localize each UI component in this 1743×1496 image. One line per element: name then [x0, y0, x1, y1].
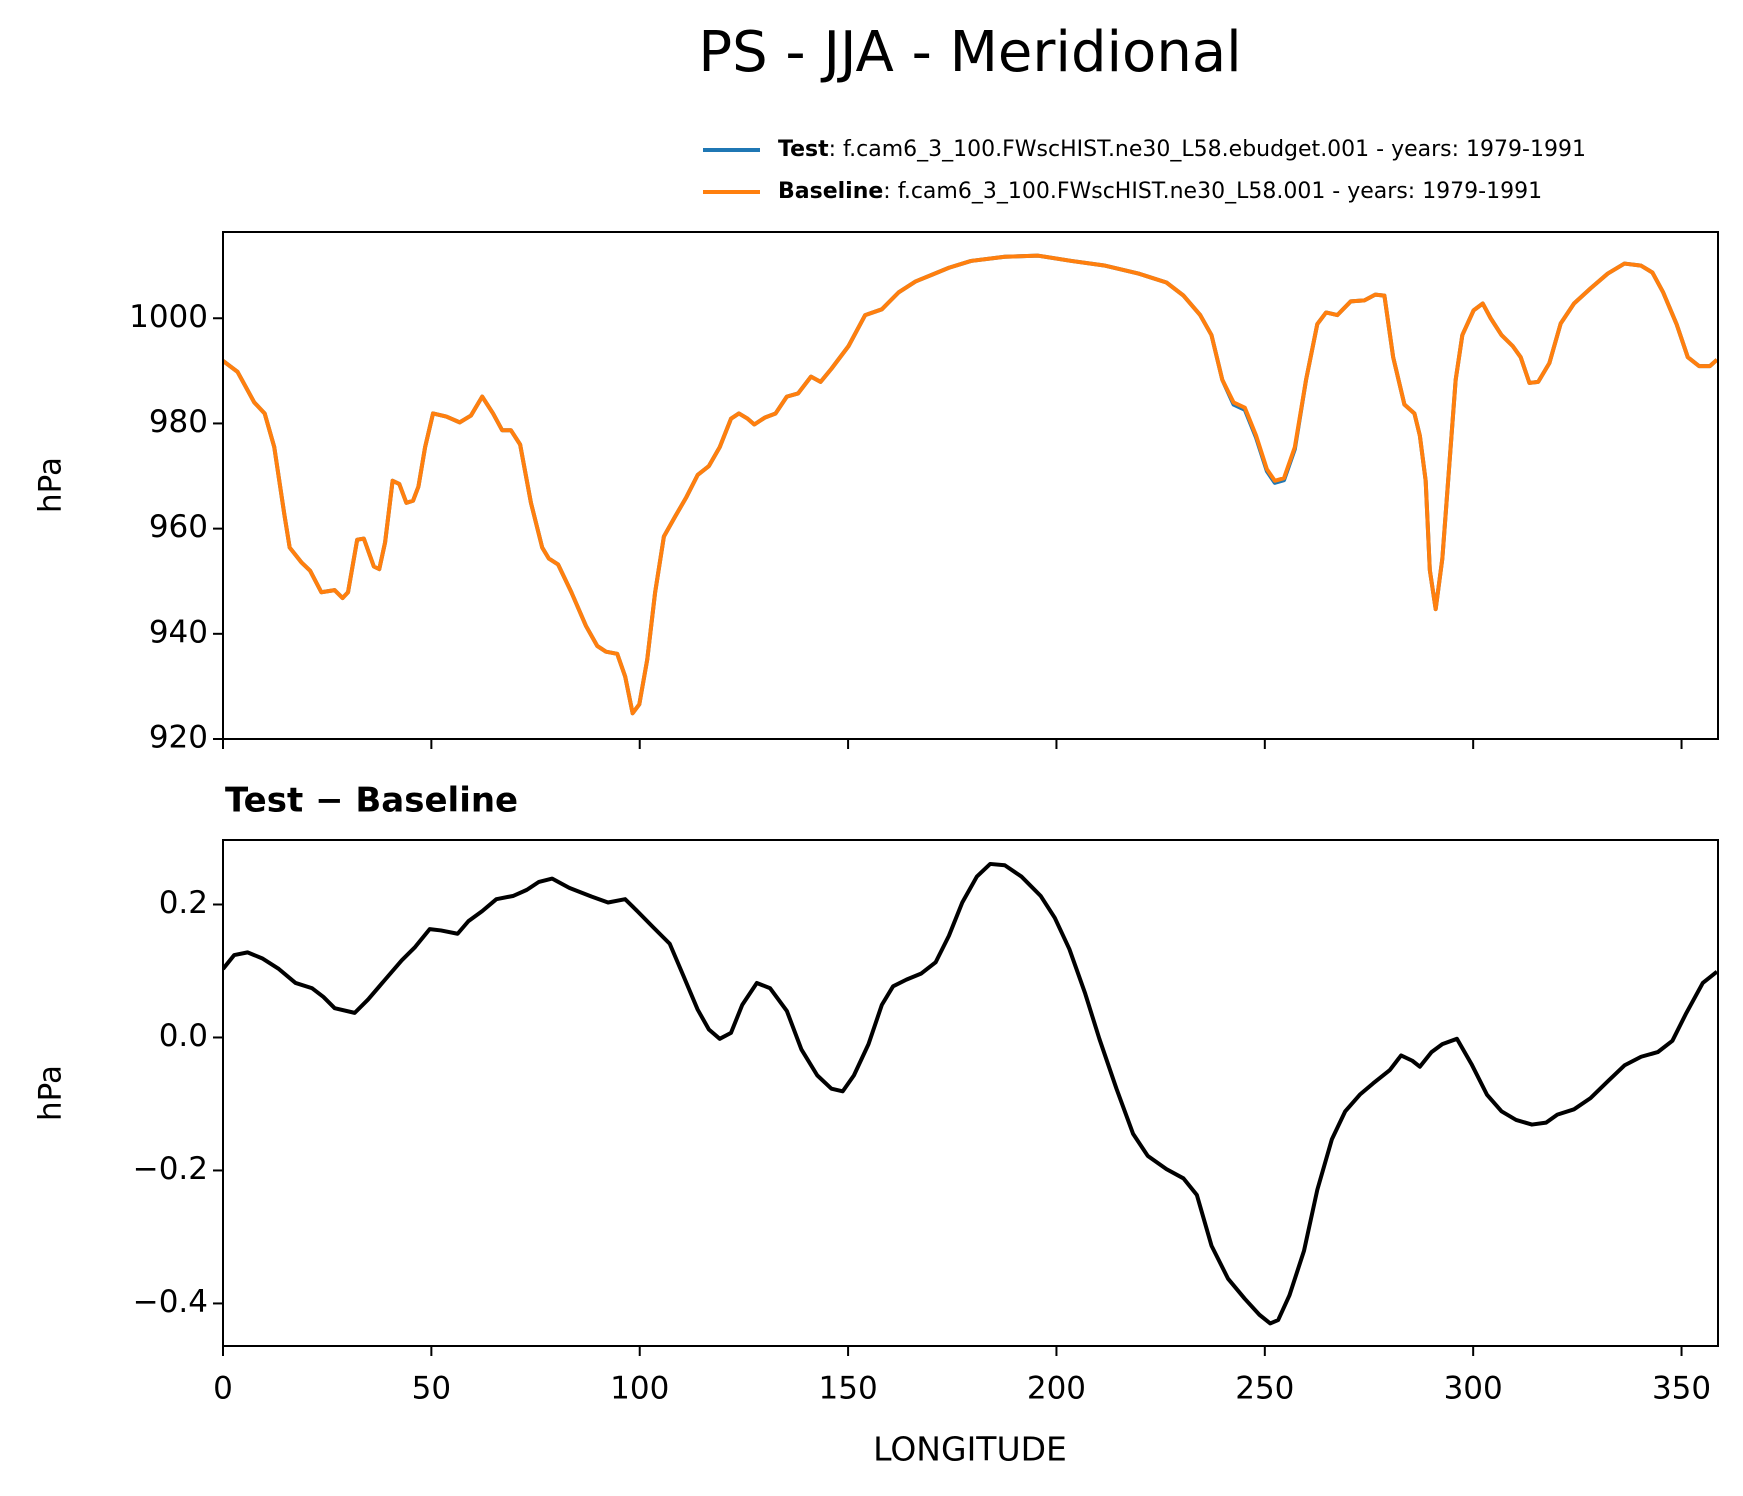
- x-tick-label: 300: [1444, 1371, 1503, 1407]
- legend-description: : f.cam6_3_100.FWscHIST.ne30_L58.001 - y…: [883, 179, 1542, 204]
- x-tick-label: 0: [213, 1371, 233, 1407]
- y-tick-label: 960: [149, 509, 208, 545]
- x-tick-label: 350: [1652, 1371, 1711, 1407]
- axes-frame: [222, 231, 1719, 740]
- x-tick-label: 150: [819, 1371, 878, 1407]
- y-axis-label: hPa: [33, 457, 69, 513]
- legend-entry: Test: f.cam6_3_100.FWscHIST.ne30_L58.ebu…: [778, 137, 1586, 162]
- legend-description: : f.cam6_3_100.FWscHIST.ne30_L58.ebudget…: [829, 137, 1586, 162]
- legend-name: Baseline: [778, 179, 883, 204]
- x-tick-label: 200: [1027, 1371, 1086, 1407]
- x-tick-label: 50: [412, 1371, 451, 1407]
- data-line: [223, 861, 1718, 1326]
- y-tick-label: 1000: [129, 299, 208, 335]
- legend-entry: Baseline: f.cam6_3_100.FWscHIST.ne30_L58…: [778, 179, 1542, 204]
- y-tick-label: 0.2: [159, 885, 208, 921]
- axes-frame: [222, 839, 1719, 1347]
- x-tick-label: 100: [610, 1371, 669, 1407]
- x-axis-label: LONGITUDE: [873, 1430, 1067, 1469]
- y-tick-label: 0.0: [159, 1018, 208, 1054]
- legend-name: Test: [778, 137, 829, 162]
- y-tick-label: −0.2: [133, 1151, 208, 1187]
- y-tick-label: −0.4: [133, 1284, 208, 1320]
- data-line: [223, 253, 1718, 716]
- x-tick-label: 250: [1235, 1371, 1294, 1407]
- y-tick-label: 980: [149, 404, 208, 440]
- figure-title: PS - JJA - Meridional: [698, 20, 1241, 85]
- y-tick-label: 920: [149, 720, 208, 756]
- y-axis-label: hPa: [33, 1065, 69, 1121]
- y-tick-label: 940: [149, 614, 208, 650]
- subplot-title: Test − Baseline: [225, 781, 518, 821]
